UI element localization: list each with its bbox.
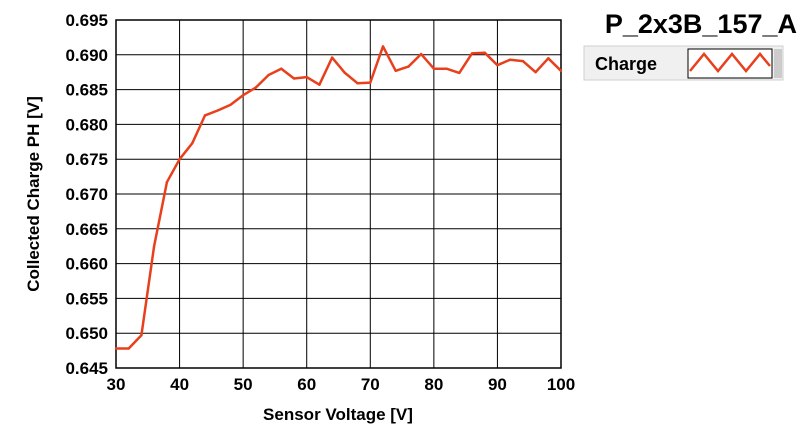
data-point	[458, 71, 461, 75]
data-point	[432, 67, 436, 70]
x-tick-label: 70	[361, 375, 380, 394]
data-point	[267, 73, 270, 77]
data-point	[216, 109, 219, 112]
y-tick-label: 0.665	[65, 220, 108, 239]
y-tick-label: 0.660	[65, 255, 108, 274]
data-point	[127, 347, 130, 350]
series-layer	[114, 45, 563, 350]
chart-title: P_2x3B_157_A	[605, 9, 797, 39]
x-tick-label: 30	[107, 375, 126, 394]
x-tick-label: 90	[488, 375, 507, 394]
data-point	[496, 64, 499, 67]
y-tick-label: 0.695	[65, 11, 108, 30]
data-point	[394, 69, 397, 73]
data-point	[165, 180, 169, 184]
series-line-charge	[116, 45, 562, 350]
y-tick-label: 0.690	[65, 46, 108, 65]
y-tick-label: 0.645	[65, 359, 108, 378]
data-point	[445, 67, 448, 70]
y-tick-label: 0.675	[65, 150, 108, 169]
y-tick-label: 0.685	[65, 81, 108, 100]
x-tick-label: 60	[297, 375, 316, 394]
data-point	[521, 59, 525, 63]
legend-scrollbar[interactable]	[774, 49, 782, 78]
data-point	[369, 81, 372, 84]
legend-line-sample	[689, 52, 771, 73]
y-tick-label: 0.655	[65, 289, 108, 308]
x-tick-label: 100	[547, 375, 575, 394]
y-axis-title: Collected Charge PH [V]	[24, 96, 43, 292]
data-point	[152, 245, 156, 248]
y-tick-label: 0.670	[65, 185, 108, 204]
data-point	[508, 58, 512, 61]
data-point	[140, 334, 143, 337]
data-point	[292, 77, 296, 80]
y-tick-label: 0.650	[65, 324, 108, 343]
data-point	[330, 56, 334, 59]
data-point	[318, 83, 321, 86]
legend: Charge	[583, 45, 784, 81]
x-tick-label: 50	[234, 375, 253, 394]
data-point	[229, 103, 232, 107]
data-point	[241, 93, 245, 97]
data-point	[470, 52, 474, 55]
data-point	[419, 52, 423, 56]
data-point	[547, 57, 550, 60]
data-point	[356, 82, 359, 85]
x-tick-label: 80	[424, 375, 443, 394]
x-axis-title: Sensor Voltage [V]	[263, 405, 413, 424]
tick-labels: 30 40 50 60 70 80 90 100 0.645 0.650 0.655 0.660 0.6…	[65, 11, 575, 394]
data-point	[559, 69, 563, 73]
data-point	[534, 71, 537, 74]
data-point	[191, 141, 194, 145]
x-tick-label: 40	[170, 375, 189, 394]
data-point	[280, 67, 283, 70]
data-point	[381, 45, 385, 48]
data-point	[178, 158, 181, 161]
legend-swatch	[687, 48, 773, 79]
data-point	[114, 347, 118, 350]
plot-frame	[115, 19, 562, 369]
data-point	[305, 75, 308, 79]
data-point	[254, 86, 258, 89]
y-tick-label: 0.680	[65, 115, 108, 134]
data-point	[407, 65, 410, 68]
data-point	[203, 114, 207, 117]
data-point	[483, 51, 486, 54]
legend-label: Charge	[595, 54, 657, 74]
data-point	[343, 71, 347, 75]
